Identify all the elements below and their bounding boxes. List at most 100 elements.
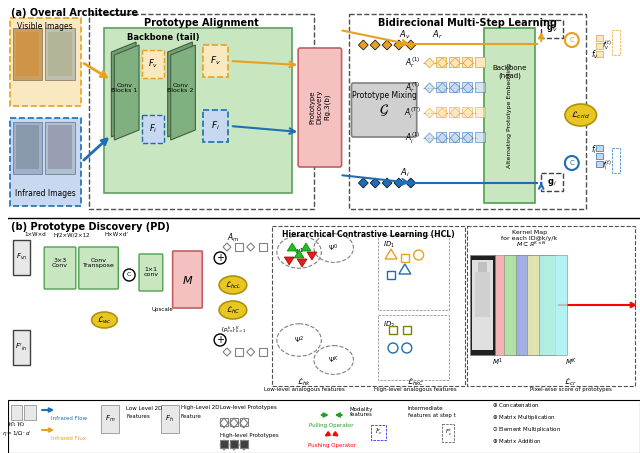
Bar	[436, 132, 446, 142]
Text: Hierarchical Contrastive Learning (HCL): Hierarchical Contrastive Learning (HCL)	[282, 230, 454, 239]
Text: $\Psi^0$: $\Psi^0$	[328, 242, 339, 254]
Text: $A_r^{(1)}$: $A_r^{(1)}$	[405, 56, 420, 71]
Bar	[527, 255, 555, 355]
Polygon shape	[382, 178, 392, 188]
Text: $F_i$: $F_i$	[148, 123, 157, 135]
Text: $\hat{F}_c$: $\hat{F}_c$	[375, 427, 383, 437]
Text: Kernel Map
for each ID@k/y/k: Kernel Map for each ID@k/y/k	[501, 230, 557, 241]
Polygon shape	[463, 108, 473, 118]
Polygon shape	[463, 83, 473, 93]
Bar	[371, 425, 386, 440]
Text: Alternating Prototype Embedding: Alternating Prototype Embedding	[507, 63, 512, 168]
Text: $F_m$: $F_m$	[105, 414, 116, 424]
Bar	[259, 348, 266, 356]
Polygon shape	[451, 83, 460, 93]
Text: $\Psi^1$: $\Psi^1$	[294, 246, 304, 258]
Bar	[484, 28, 535, 203]
FancyBboxPatch shape	[139, 254, 163, 291]
Text: $\otimes$ Matrix Multiplication: $\otimes$ Matrix Multiplication	[492, 413, 556, 421]
Bar	[596, 51, 604, 57]
Text: 1×1
conv: 1×1 conv	[143, 267, 159, 277]
Text: $A_m$: $A_m$	[227, 232, 239, 244]
Text: Infrared Flux: Infrared Flux	[51, 435, 86, 440]
Text: $\mathcal{L}_{hk}$: $\mathcal{L}_{hk}$	[297, 376, 311, 388]
Bar	[13, 28, 42, 80]
Bar	[142, 50, 164, 78]
Text: $ID_1$: $ID_1$	[383, 240, 395, 250]
Bar	[467, 226, 635, 386]
Text: H/2×W/2×12: H/2×W/2×12	[54, 232, 90, 237]
FancyBboxPatch shape	[298, 48, 342, 167]
Text: Visible Images: Visible Images	[17, 22, 73, 31]
Bar	[349, 14, 586, 209]
Polygon shape	[294, 250, 304, 258]
Text: High-level analogous features: High-level analogous features	[374, 387, 457, 392]
Text: $A_r$: $A_r$	[432, 29, 443, 41]
Circle shape	[214, 252, 226, 264]
Text: 1×W×d: 1×W×d	[24, 232, 46, 237]
Bar	[436, 57, 446, 67]
Bar	[478, 262, 487, 272]
Bar	[612, 148, 620, 173]
Text: $\mathbf{g}_v$: $\mathbf{g}_v$	[547, 24, 558, 34]
Text: (a) Overal Architecture: (a) Overal Architecture	[11, 8, 138, 18]
Bar	[235, 243, 243, 251]
Polygon shape	[451, 108, 460, 118]
Bar	[161, 405, 179, 433]
Bar	[48, 32, 72, 76]
Text: $\Psi^K$: $\Psi^K$	[328, 354, 339, 366]
Bar	[230, 440, 238, 448]
Bar	[15, 125, 39, 169]
Circle shape	[565, 156, 579, 170]
Bar	[220, 440, 228, 448]
Text: $F^t_c$: $F^t_c$	[445, 428, 452, 438]
Text: $\mathcal{L}_{cr}$: $\mathcal{L}_{cr}$	[564, 376, 577, 388]
Polygon shape	[438, 108, 447, 118]
Text: Low-level analogous features: Low-level analogous features	[264, 387, 344, 392]
Bar	[462, 107, 472, 117]
Text: Prototype Mixing: Prototype Mixing	[351, 92, 417, 101]
Polygon shape	[463, 58, 473, 68]
Text: Pulling Operator: Pulling Operator	[310, 423, 354, 428]
Bar	[387, 271, 395, 279]
Text: $f_v$: $f_v$	[591, 49, 598, 61]
Bar	[8, 400, 640, 453]
Text: $\oplus$ Concatenation: $\oplus$ Concatenation	[492, 401, 540, 409]
Bar	[10, 18, 81, 106]
Ellipse shape	[219, 276, 247, 294]
Bar	[462, 132, 472, 142]
Bar	[104, 28, 292, 193]
Text: $A_v$: $A_v$	[399, 29, 411, 41]
Text: $\eta = 1/\Omega \cdot d$: $\eta = 1/\Omega \cdot d$	[2, 429, 31, 438]
Polygon shape	[451, 58, 460, 68]
Text: $\mathbf{g}_i$: $\mathbf{g}_i$	[547, 177, 557, 188]
Bar	[204, 110, 228, 142]
Text: $f_v^{(t)}$: $f_v^{(t)}$	[602, 39, 612, 52]
Bar	[240, 418, 248, 426]
Text: Pushing Operator: Pushing Operator	[308, 443, 356, 448]
Text: (b) Prototype Discovery (PD): (b) Prototype Discovery (PD)	[11, 222, 170, 232]
Polygon shape	[297, 259, 307, 267]
Polygon shape	[230, 440, 238, 450]
Text: High-level Prototypes: High-level Prototypes	[220, 433, 278, 438]
Text: $f_i$: $f_i$	[591, 144, 596, 156]
Text: $M$: $M$	[182, 274, 193, 286]
Text: $\mathcal{W}_1$ $\mathcal{W}_2$: $\mathcal{W}_1$ $\mathcal{W}_2$	[7, 419, 26, 429]
Bar	[596, 161, 604, 167]
Bar	[449, 132, 459, 142]
Polygon shape	[424, 108, 435, 118]
Text: $M \subset \mathbb{R}^{K \times N}$: $M \subset \mathbb{R}^{K \times N}$	[516, 239, 547, 249]
Bar	[596, 145, 604, 151]
Polygon shape	[371, 178, 380, 188]
Bar	[475, 132, 485, 142]
FancyBboxPatch shape	[173, 251, 202, 308]
Text: $\mathcal{L}_{hC}$: $\mathcal{L}_{hC}$	[226, 304, 240, 316]
Text: Pixel-wise score of prototypes: Pixel-wise score of prototypes	[530, 387, 612, 392]
Polygon shape	[406, 178, 416, 188]
Text: features at step t: features at step t	[408, 413, 456, 418]
Circle shape	[124, 269, 135, 281]
Polygon shape	[371, 40, 380, 50]
Text: $\mathcal{L}_{crid}$: $\mathcal{L}_{crid}$	[572, 109, 590, 121]
Text: $\odot$ Element Multiplication: $\odot$ Element Multiplication	[492, 424, 561, 434]
Bar	[475, 82, 485, 92]
